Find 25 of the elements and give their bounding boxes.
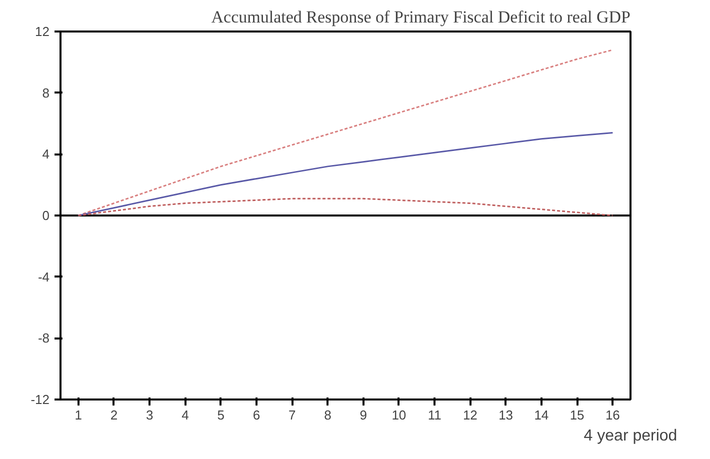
x-tick-label: 6 bbox=[252, 408, 260, 422]
x-tick-label: 8 bbox=[324, 408, 332, 422]
x-tick-label: 7 bbox=[288, 408, 296, 422]
y-tick-label: 4 bbox=[42, 146, 50, 162]
x-tick-label: 9 bbox=[360, 408, 367, 422]
x-tick-label: 16 bbox=[605, 408, 620, 422]
x-tick-label: 5 bbox=[217, 408, 224, 422]
x-tick-label: 1 bbox=[74, 408, 82, 422]
x-tick-label: 10 bbox=[392, 408, 406, 422]
x-tick-label: 15 bbox=[570, 408, 584, 422]
y-tick-label: -4 bbox=[38, 269, 50, 284]
x-tick-label: 13 bbox=[498, 408, 514, 422]
x-axis-title: 4 year period bbox=[584, 428, 678, 444]
y-tick-label: -8 bbox=[38, 330, 50, 346]
x-tick-label: 12 bbox=[462, 408, 478, 422]
x-tick-label: 2 bbox=[110, 408, 118, 422]
x-tick-label: 3 bbox=[146, 408, 154, 422]
y-tick-label: 12 bbox=[35, 24, 50, 39]
chart-title: Accumulated Response of Primary Fiscal Deficit to real GDP bbox=[211, 8, 631, 26]
x-tick-label: 4 bbox=[182, 408, 189, 422]
y-tick-label: -12 bbox=[30, 392, 50, 407]
y-tick-label: 0 bbox=[42, 208, 50, 223]
x-tick-label: 14 bbox=[534, 408, 549, 422]
y-tick-label: 8 bbox=[42, 85, 50, 100]
x-tick-label: 11 bbox=[428, 408, 442, 422]
